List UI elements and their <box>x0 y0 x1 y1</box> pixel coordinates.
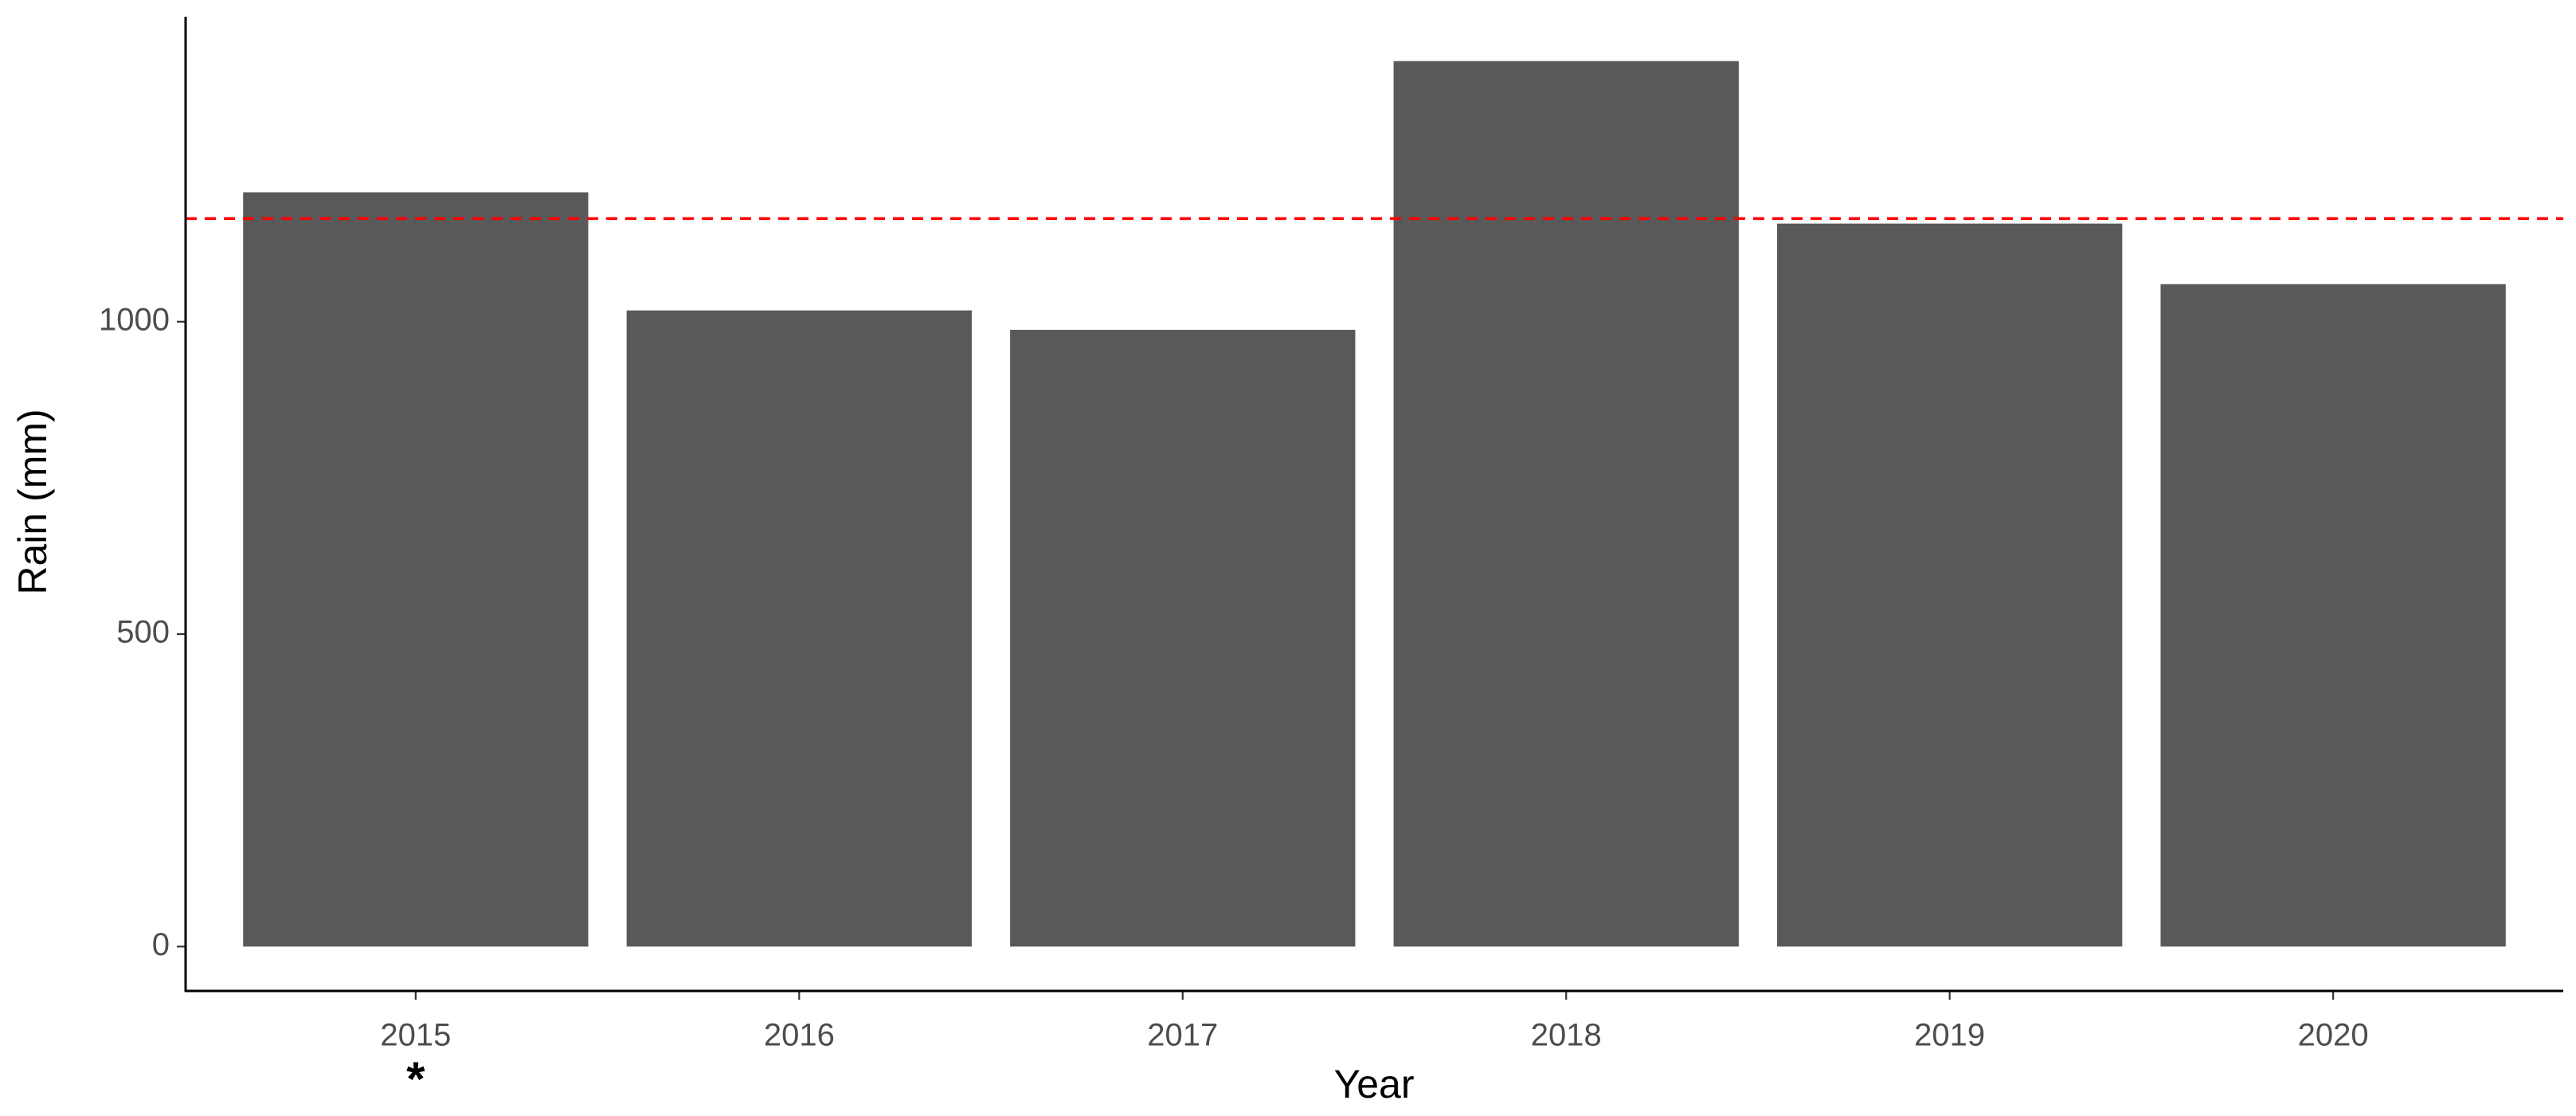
bar <box>1010 330 1356 947</box>
x-tick-label: 2020 <box>2298 1018 2369 1053</box>
bar <box>1393 61 1739 947</box>
x-axis-title: Year <box>1333 1062 1414 1106</box>
bar <box>243 192 589 947</box>
x-tick-label: 2017 <box>1147 1018 1218 1053</box>
x-tick-label: 2015 <box>380 1018 451 1053</box>
y-tick-label: 500 <box>116 615 170 650</box>
y-tick-label: 0 <box>152 927 170 962</box>
x-tick-label: 2016 <box>764 1018 835 1053</box>
bar <box>2160 284 2506 947</box>
y-tick-label: 1000 <box>99 302 170 337</box>
bar <box>626 310 972 947</box>
x-tick-label: 2018 <box>1531 1018 1602 1053</box>
y-axis-title: Rain (mm) <box>10 409 55 594</box>
annotation: * <box>406 1052 425 1106</box>
bar <box>1777 223 2123 947</box>
x-tick-label: 2019 <box>1914 1018 1985 1053</box>
